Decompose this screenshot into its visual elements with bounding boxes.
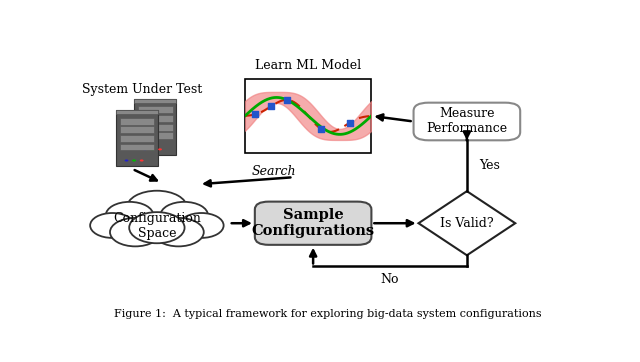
Circle shape (90, 213, 134, 238)
Bar (134, 99, 177, 155)
Bar (120, 118, 154, 125)
Bar (138, 106, 173, 113)
Text: Sample
Configurations: Sample Configurations (252, 208, 374, 238)
Bar (138, 132, 173, 139)
FancyBboxPatch shape (413, 103, 520, 140)
Bar (120, 135, 154, 142)
Bar (96, 210, 218, 248)
Text: No: No (381, 273, 399, 286)
Bar (116, 110, 158, 114)
Bar (120, 126, 154, 133)
FancyBboxPatch shape (255, 202, 371, 245)
Circle shape (129, 212, 184, 243)
Circle shape (150, 148, 154, 151)
Text: Measure
Performance: Measure Performance (426, 108, 508, 135)
Text: Configuration
Space: Configuration Space (113, 212, 201, 240)
Circle shape (143, 148, 147, 151)
Circle shape (132, 159, 136, 161)
Text: Search: Search (251, 165, 296, 178)
Polygon shape (419, 191, 515, 255)
Text: Learn ML Model: Learn ML Model (255, 59, 361, 72)
Circle shape (125, 159, 129, 161)
Circle shape (153, 218, 204, 247)
Bar (138, 124, 173, 131)
Circle shape (106, 202, 154, 228)
Text: System Under Test: System Under Test (82, 83, 202, 96)
Text: Is Valid?: Is Valid? (440, 217, 493, 230)
Circle shape (158, 148, 162, 151)
Circle shape (179, 213, 223, 238)
Circle shape (110, 218, 161, 247)
Bar (120, 144, 154, 151)
Circle shape (127, 191, 187, 224)
Bar (245, 79, 371, 153)
Text: Figure 1:  A typical framework for exploring big-data system configurations: Figure 1: A typical framework for explor… (114, 310, 542, 319)
Bar (134, 99, 177, 103)
Text: Yes: Yes (479, 159, 500, 172)
Circle shape (161, 202, 208, 228)
Bar (116, 110, 158, 166)
Bar (138, 115, 173, 122)
Circle shape (140, 159, 143, 161)
